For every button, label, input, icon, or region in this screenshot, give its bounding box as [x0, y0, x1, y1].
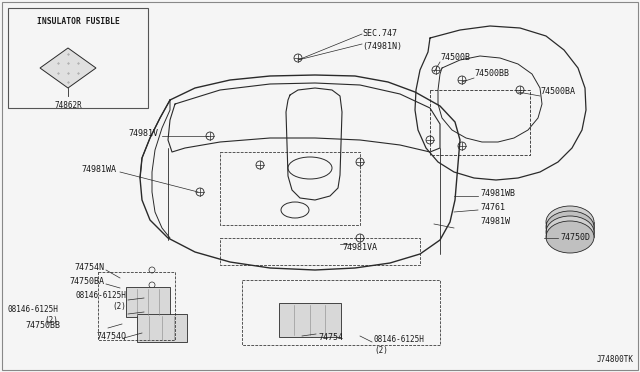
Text: 74750D: 74750D: [560, 234, 590, 243]
Bar: [137, 314, 187, 342]
Text: INSULATOR FUSIBLE: INSULATOR FUSIBLE: [36, 17, 120, 26]
Ellipse shape: [546, 221, 594, 253]
Text: 08146-6125H: 08146-6125H: [7, 305, 58, 314]
Text: 74500BB: 74500BB: [474, 70, 509, 78]
Text: SEC.747: SEC.747: [362, 29, 397, 38]
Text: (2): (2): [112, 301, 126, 311]
Text: 08146-6125H: 08146-6125H: [374, 336, 425, 344]
Ellipse shape: [546, 211, 594, 243]
Text: 74862R: 74862R: [54, 102, 82, 110]
Text: 74981VA: 74981VA: [342, 244, 377, 253]
Polygon shape: [40, 48, 96, 88]
Text: 74981WA: 74981WA: [81, 166, 116, 174]
Text: 74981V: 74981V: [128, 129, 158, 138]
Text: (2): (2): [44, 315, 58, 324]
Text: 74500B: 74500B: [440, 54, 470, 62]
Bar: [126, 287, 170, 317]
Text: (74981N): (74981N): [362, 42, 402, 51]
Ellipse shape: [546, 206, 594, 238]
Text: 74754N: 74754N: [74, 263, 104, 273]
Text: 08146-6125H: 08146-6125H: [75, 292, 126, 301]
Text: (2): (2): [374, 346, 388, 355]
Text: 74981WB: 74981WB: [480, 189, 515, 199]
Text: 74761: 74761: [480, 203, 505, 212]
Text: 74750BB: 74750BB: [25, 321, 60, 330]
Text: 74754: 74754: [318, 333, 343, 341]
Bar: [8, 8, 148, 108]
Text: 74754Q: 74754Q: [96, 331, 126, 340]
Text: 74981W: 74981W: [480, 218, 510, 227]
Text: J74800TK: J74800TK: [597, 355, 634, 364]
Text: 74750BA: 74750BA: [69, 278, 104, 286]
Text: 74500BA: 74500BA: [540, 87, 575, 96]
Bar: [279, 303, 341, 337]
Ellipse shape: [546, 216, 594, 248]
